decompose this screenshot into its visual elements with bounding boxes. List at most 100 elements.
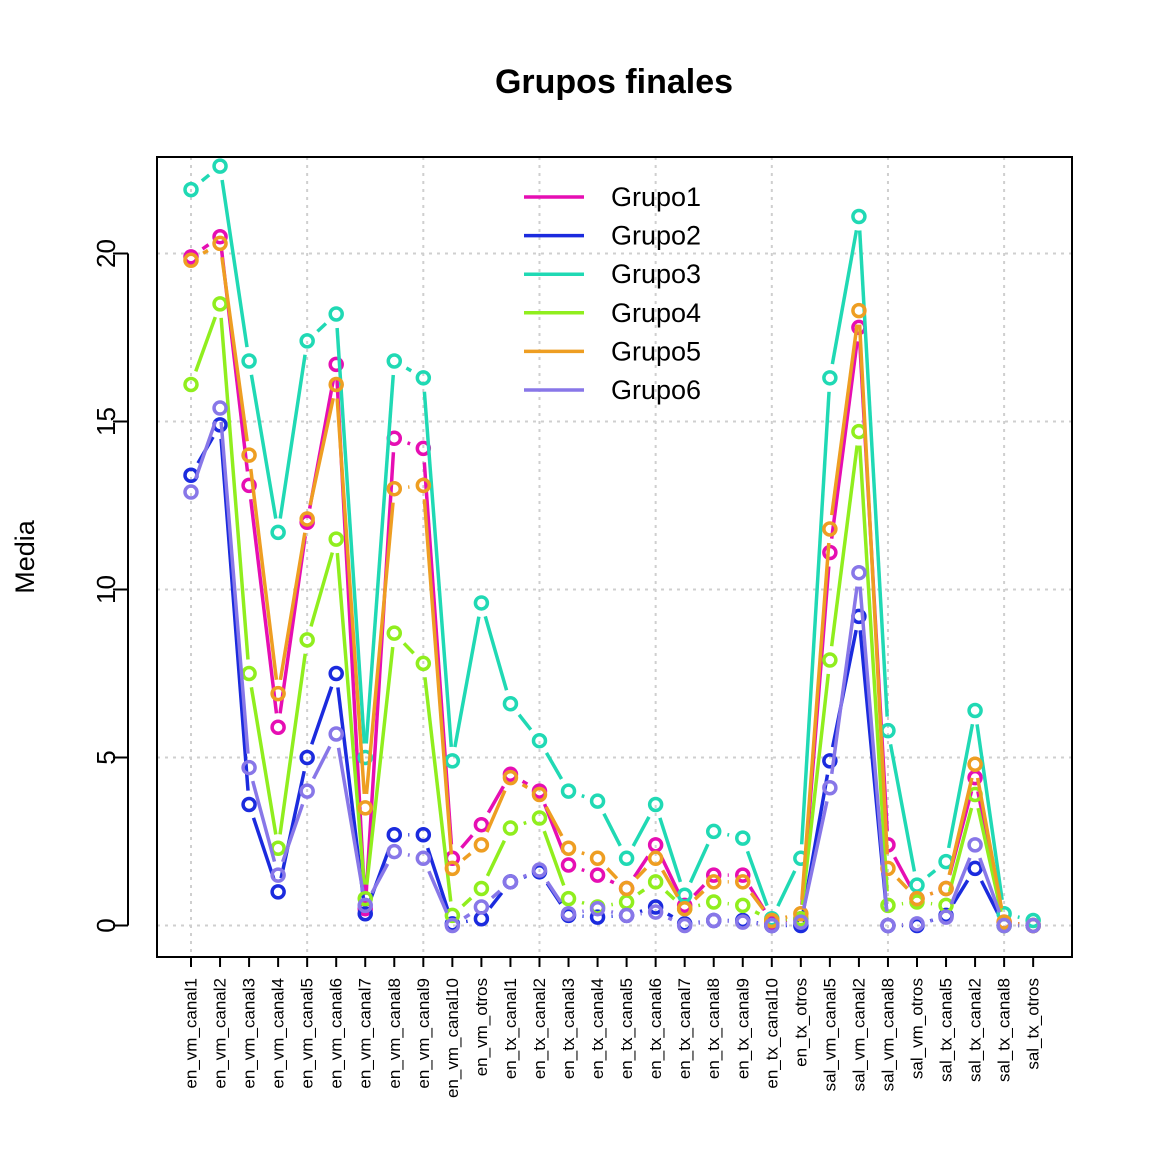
data-point [822,753,838,769]
data-point [735,830,751,846]
series-segment [802,801,829,909]
series-segment [308,397,335,506]
series-segment [422,391,454,748]
data-point [241,759,257,776]
data-point [212,235,228,252]
series-segment [949,857,972,905]
data-point [502,874,519,890]
series-segment [309,552,335,627]
series-segment [947,807,974,893]
legend-label: Grupo2 [611,221,701,251]
series-segment [490,889,502,900]
legend-label: Grupo3 [611,259,701,289]
data-point [183,484,199,500]
series-segment [632,855,650,878]
series-segment [979,880,1000,914]
data-point [764,912,780,929]
data-point [531,810,548,826]
data-point [415,370,432,386]
data-point [589,900,606,917]
x-tick-label: sal_tx_canal5 [937,978,956,1082]
data-point [880,917,896,934]
series-segment [311,745,332,780]
series-segment [249,687,278,835]
series-segment [664,890,676,901]
data-point [444,917,461,934]
series-segment [193,420,218,480]
x-tick-label: sal_vm_otros [908,978,927,1079]
data-point [676,917,693,934]
data-point [851,302,867,319]
series-segment [523,820,527,826]
series-segment [660,856,681,894]
data-point [299,783,315,799]
x-tick-label: en_vm_canal7 [356,978,375,1089]
series-segment [605,867,619,880]
data-point [1025,917,1041,934]
data-point [270,685,286,702]
data-point [328,726,344,742]
data-point [444,860,461,877]
x-tick-label: sal_vm_canal8 [878,978,897,1091]
data-point [909,890,925,907]
series-segment [667,916,673,922]
data-point [531,786,548,803]
data-point [328,531,344,547]
data-point [270,840,286,856]
data-point [967,860,983,877]
x-tick-label: sal_vm_canal2 [849,978,868,1091]
series-segment [201,243,210,251]
series-segment [896,877,909,890]
series-segment [800,673,831,906]
data-point [386,480,403,497]
series-segment [609,879,615,885]
data-point [647,904,664,920]
x-tick-label: en_vm_canal1 [182,978,201,1089]
data-point [473,816,490,833]
data-point [357,800,373,816]
series-segment [635,867,648,880]
x-tick-label: en_tx_canal8 [704,978,723,1079]
x-tick-label: en_vm_canal8 [385,978,404,1089]
data-point [705,912,722,929]
data-point [357,905,373,922]
y-axis-label: Media [10,519,40,594]
series-segment [693,890,705,901]
series-segment [978,857,1002,913]
data-point [328,665,344,682]
series-segment [485,789,507,833]
data-point [647,796,664,813]
data-point [212,400,228,416]
series-segment [251,780,277,863]
data-point [386,625,403,641]
series-segment [463,913,471,920]
data-point [473,880,490,897]
series-segment [370,863,390,894]
data-point [386,827,403,843]
series-segment [829,445,859,647]
data-point [415,850,432,867]
series-segment [581,851,585,856]
x-tick-label: en_vm_canal3 [240,978,259,1089]
y-tick-label: 20 [91,239,121,268]
data-point [270,884,286,900]
data-point [560,783,577,799]
y-tick-label: 5 [91,750,121,764]
series-segment [364,502,395,795]
data-point [851,208,867,225]
series-segment [946,723,975,849]
data-point [444,753,461,769]
data-point [270,524,286,541]
data-point [299,511,315,527]
data-point [299,749,315,766]
series-segment [976,807,1003,913]
series-segment [776,870,797,907]
series-segment [858,445,889,892]
series-segment [637,888,646,896]
series-segment [485,839,506,877]
series-segment [278,653,307,835]
data-point [822,652,838,668]
series-segment [581,900,585,905]
legend-label: Grupo5 [611,336,701,366]
